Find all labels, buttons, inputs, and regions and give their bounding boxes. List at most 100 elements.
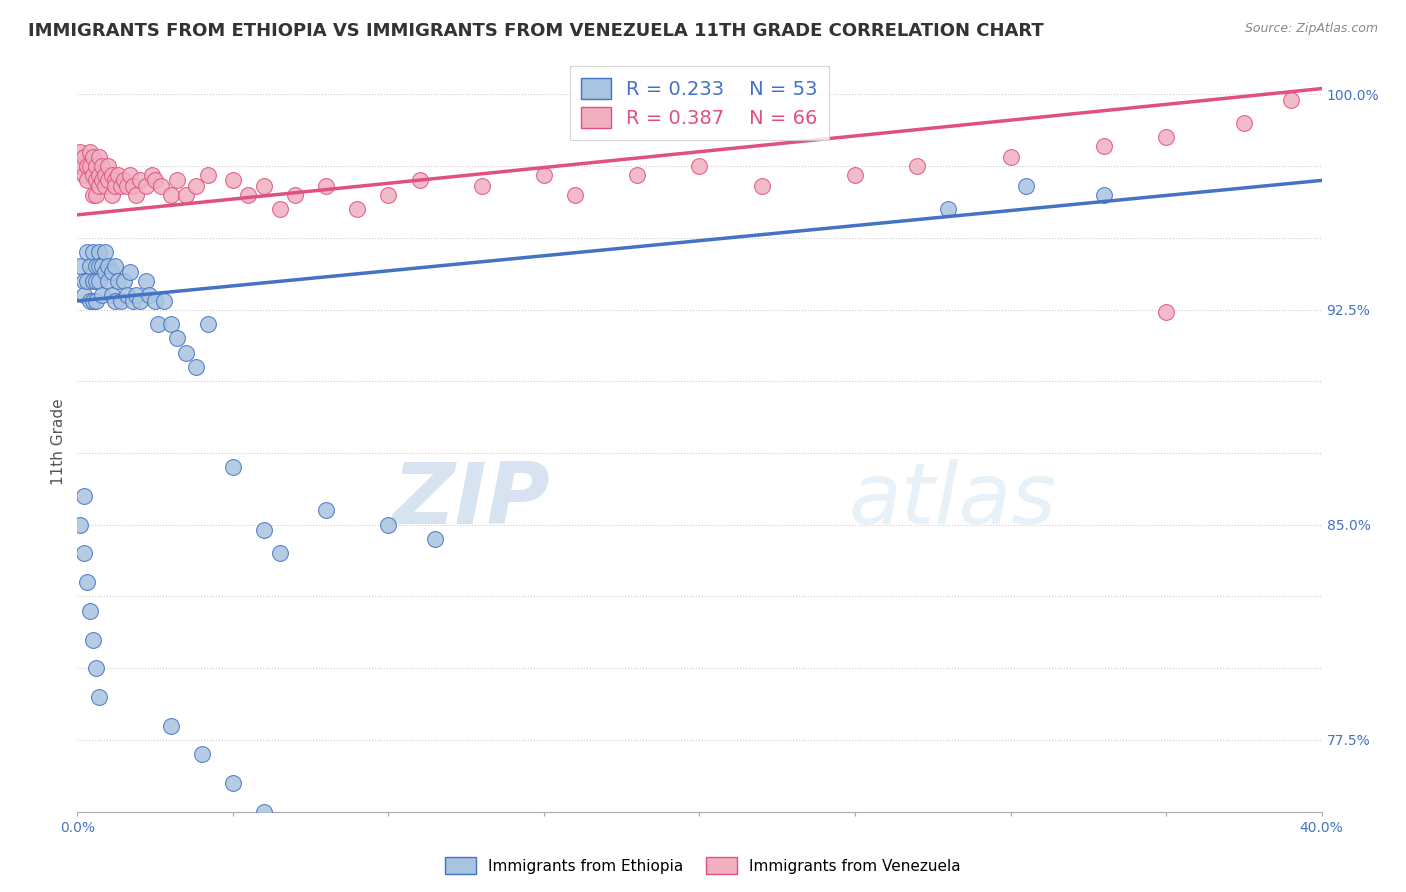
Point: [143, 293, 166, 308]
Point: [1233, 116, 1256, 130]
Point: [138, 288, 160, 302]
Point: [1154, 305, 1177, 319]
Point: [284, 187, 307, 202]
Point: [125, 187, 148, 202]
Point: [238, 187, 260, 202]
Point: [197, 317, 219, 331]
Point: [159, 718, 181, 732]
Point: [97, 173, 120, 187]
Point: [84, 661, 107, 675]
Point: [153, 293, 176, 308]
Point: [76, 159, 98, 173]
Point: [125, 288, 148, 302]
Point: [1092, 139, 1115, 153]
Point: [115, 179, 138, 194]
Point: [79, 145, 101, 159]
Point: [87, 245, 110, 260]
Point: [564, 187, 586, 202]
Point: [76, 245, 98, 260]
Point: [110, 293, 132, 308]
Point: [166, 331, 188, 345]
Point: [135, 179, 157, 194]
Point: [97, 159, 120, 173]
Point: [72, 288, 94, 302]
Point: [346, 202, 368, 216]
Point: [191, 747, 214, 762]
Point: [69, 159, 91, 173]
Point: [82, 274, 104, 288]
Point: [115, 288, 138, 302]
Point: [533, 168, 555, 182]
Point: [84, 187, 107, 202]
Point: [128, 173, 150, 187]
Point: [107, 168, 129, 182]
Y-axis label: 11th Grade: 11th Grade: [51, 398, 66, 485]
Point: [844, 168, 866, 182]
Point: [315, 503, 337, 517]
Point: [69, 145, 91, 159]
Point: [471, 179, 494, 194]
Point: [87, 274, 110, 288]
Point: [1015, 179, 1038, 194]
Legend: R = 0.233    N = 53, R = 0.387    N = 66: R = 0.233 N = 53, R = 0.387 N = 66: [569, 66, 830, 140]
Point: [79, 159, 101, 173]
Point: [253, 524, 276, 538]
Point: [112, 173, 135, 187]
Point: [377, 187, 399, 202]
Point: [159, 187, 181, 202]
Point: [84, 293, 107, 308]
Point: [150, 179, 173, 194]
Point: [82, 245, 104, 260]
Point: [408, 173, 430, 187]
Text: Source: ZipAtlas.com: Source: ZipAtlas.com: [1244, 22, 1378, 36]
Point: [91, 159, 114, 173]
Point: [1279, 93, 1302, 107]
Point: [82, 632, 104, 647]
Point: [107, 274, 129, 288]
Point: [100, 265, 122, 279]
Point: [184, 179, 207, 194]
Point: [104, 179, 127, 194]
Point: [122, 293, 145, 308]
Point: [87, 179, 110, 194]
Point: [100, 288, 122, 302]
Point: [253, 805, 276, 819]
Point: [79, 604, 101, 618]
Point: [135, 274, 157, 288]
Text: atlas: atlas: [849, 459, 1057, 542]
Point: [141, 168, 163, 182]
Point: [84, 159, 107, 173]
Point: [148, 317, 170, 331]
Point: [120, 168, 142, 182]
Point: [82, 293, 104, 308]
Point: [82, 151, 104, 165]
Point: [76, 575, 98, 590]
Point: [1000, 151, 1022, 165]
Point: [120, 265, 142, 279]
Point: [143, 173, 166, 187]
Point: [269, 202, 291, 216]
Point: [104, 293, 127, 308]
Point: [184, 359, 207, 374]
Point: [94, 168, 117, 182]
Point: [423, 532, 446, 546]
Point: [97, 260, 120, 274]
Point: [84, 260, 107, 274]
Point: [72, 546, 94, 560]
Point: [938, 202, 960, 216]
Point: [128, 293, 150, 308]
Point: [104, 173, 127, 187]
Point: [87, 690, 110, 704]
Point: [751, 179, 773, 194]
Point: [174, 187, 197, 202]
Point: [222, 776, 245, 790]
Point: [94, 265, 117, 279]
Point: [87, 151, 110, 165]
Point: [69, 260, 91, 274]
Point: [166, 173, 188, 187]
Point: [84, 274, 107, 288]
Text: ZIP: ZIP: [392, 459, 550, 542]
Point: [1092, 187, 1115, 202]
Point: [100, 187, 122, 202]
Point: [1154, 130, 1177, 145]
